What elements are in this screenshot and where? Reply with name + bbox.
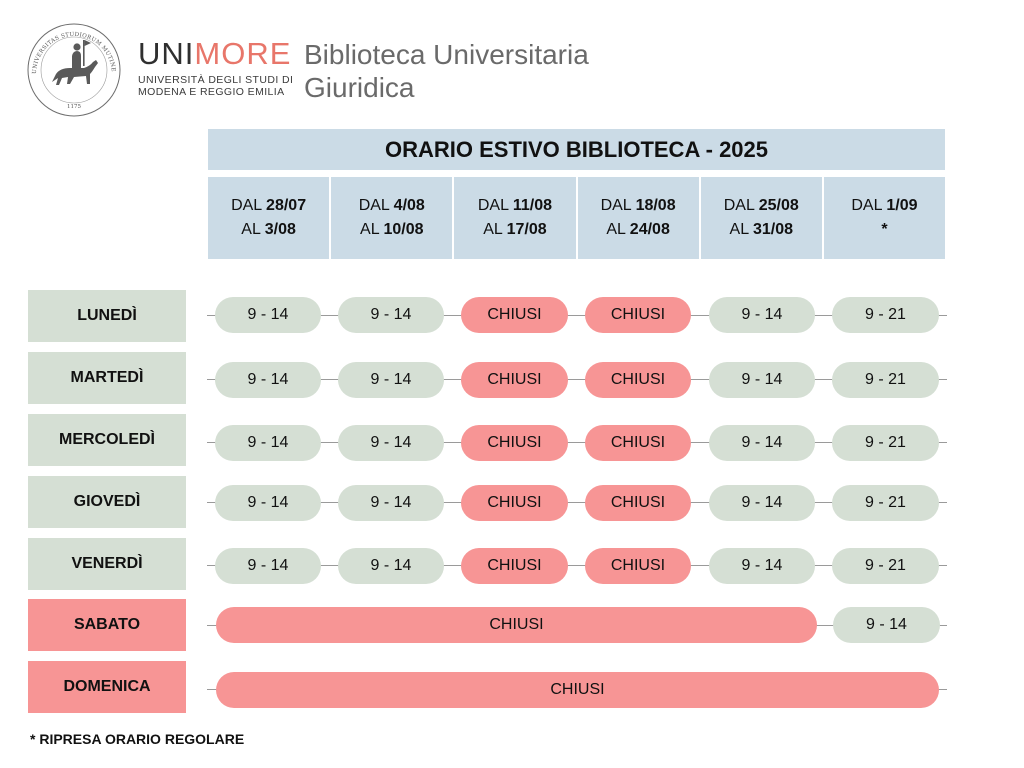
svg-text:1175: 1175 [67,104,81,110]
hours-cell-closed: CHIUSI [585,297,691,333]
week-header: DAL 11/08 AL 17/08 [454,177,578,259]
hours-cell-closed: CHIUSI [461,362,568,398]
hours-cell: 9 - 14 [338,485,444,521]
hours-cell: 9 - 14 [215,297,321,333]
hours-cell-closed: CHIUSI [461,485,568,521]
brand-subtitle: UNIVERSITÀ DEGLI STUDI DI MODENA E REGGI… [138,74,294,98]
hours-cell: 9 - 14 [215,362,321,398]
day-label-sabato: SABATO [28,599,186,651]
row-guide-line [207,565,947,566]
schedule-title: ORARIO ESTIVO BIBLIOTECA - 2025 [208,129,945,170]
week-header: DAL 28/07 AL 3/08 [208,177,332,259]
week-header: DAL 18/08 AL 24/08 [577,177,701,259]
day-label-venerdi: VENERDÌ [28,538,186,590]
university-seal-logo: UNIVERSITAS STUDIORUM MUTINENSIS ET REGI… [26,22,121,117]
hours-cell-closed: CHIUSI [461,297,568,333]
hours-cell: 9 - 14 [709,362,815,398]
hours-cell: 9 - 14 [709,548,815,584]
hours-cell: 9 - 21 [832,485,939,521]
hours-span-closed: CHIUSI [216,672,939,708]
hours-cell: 9 - 14 [709,425,815,461]
hours-cell: 9 - 21 [832,425,939,461]
hours-cell: 9 - 14 [833,607,940,643]
footnote: * RIPRESA ORARIO REGOLARE [30,731,245,747]
hours-cell: 9 - 21 [832,362,939,398]
brand-name: UNIMORE [138,36,292,71]
week-header: DAL 4/08 AL 10/08 [331,177,455,259]
day-label-mercoledi: MERCOLEDÌ [28,414,186,466]
hours-cell: 9 - 14 [338,297,444,333]
hours-cell: 9 - 14 [709,485,815,521]
hours-cell-closed: CHIUSI [461,425,568,461]
hours-cell-closed: CHIUSI [461,548,568,584]
hours-span-closed: CHIUSI [216,607,817,643]
week-header: DAL 25/08 AL 31/08 [700,177,824,259]
unimore-brand: UNIMORE UNIVERSITÀ DEGLI STUDI DI MODENA… [138,36,294,99]
hours-cell: 9 - 14 [709,297,815,333]
row-guide-line [207,315,947,316]
day-label-giovedi: GIOVEDÌ [28,476,186,528]
hours-cell-closed: CHIUSI [585,485,691,521]
week-header: DAL 1/09 * [823,177,946,259]
hours-cell: 9 - 21 [832,548,939,584]
week-header-row: DAL 28/07 AL 3/08 DAL 4/08 AL 10/08 DAL … [208,177,946,259]
hours-cell: 9 - 14 [338,548,444,584]
hours-cell: 9 - 14 [215,548,321,584]
day-label-martedi: MARTEDÌ [28,352,186,404]
hours-cell-closed: CHIUSI [585,548,691,584]
row-guide-line [207,442,947,443]
row-guide-line [207,502,947,503]
day-label-domenica: DOMENICA [28,661,186,713]
hours-cell: 9 - 14 [338,362,444,398]
hours-cell: 9 - 21 [832,297,939,333]
day-label-lunedi: LUNEDÌ [28,290,186,342]
svg-text:UNIVERSITAS STUDIORUM MUTINENS: UNIVERSITAS STUDIORUM MUTINENSIS ET REGI… [26,22,116,74]
hours-cell-closed: CHIUSI [585,362,691,398]
hours-cell: 9 - 14 [215,425,321,461]
hours-cell: 9 - 14 [338,425,444,461]
row-guide-line [207,379,947,380]
hours-cell-closed: CHIUSI [585,425,691,461]
hours-cell: 9 - 14 [215,485,321,521]
library-name: Biblioteca Universitaria Giuridica [304,39,589,103]
